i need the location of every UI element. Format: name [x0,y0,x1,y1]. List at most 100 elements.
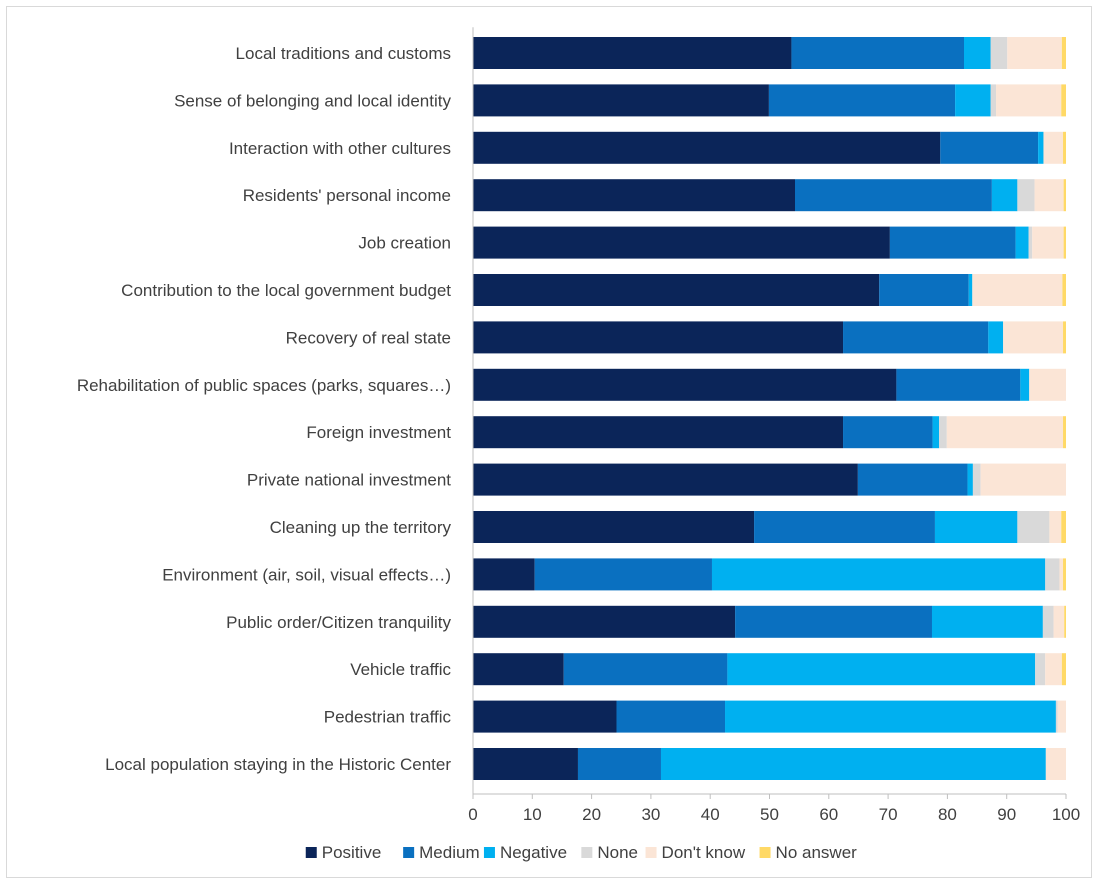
category-label: Environment (air, soil, visual effects…) [162,565,451,584]
category-label: Contribution to the local government bud… [121,281,451,300]
legend-label: Positive [322,843,382,862]
bar-negative-5 [968,274,973,306]
legend-label: No answer [776,843,858,862]
bar-don-t-know-9 [980,463,1066,496]
x-tick-label: 20 [582,805,601,824]
legend-swatch [581,847,593,858]
bar-don-t-know-13 [1045,653,1062,686]
category-label: Cleaning up the territory [270,518,452,537]
bar-positive-14 [473,700,617,733]
bar-negative-3 [991,179,1018,212]
x-tick-label: 70 [879,805,898,824]
x-tick-label: 0 [468,805,477,824]
bar-negative-0 [964,37,991,69]
bar-don-t-know-5 [972,274,1063,306]
bar-none-3 [1017,179,1035,212]
bar-negative-2 [1038,131,1044,164]
bar-don-t-know-1 [996,84,1062,117]
bar-negative-7 [1020,368,1030,401]
bar-none-9 [972,463,981,496]
bar-don-t-know-12 [1053,605,1065,638]
bar-negative-11 [711,558,1046,591]
category-label: Local population staying in the Historic… [105,755,451,774]
legend-item-medium: Medium [403,843,480,862]
category-label: Local traditions and customs [236,44,451,63]
bar-negative-15 [660,748,1046,780]
bar-positive-10 [473,511,755,543]
legend-label: Don't know [662,843,746,862]
bar-positive-13 [473,653,564,686]
bar-medium-9 [857,463,968,496]
legend-swatch [305,847,317,858]
bar-don-t-know-3 [1034,179,1064,212]
bar-positive-7 [473,368,897,401]
bar-none-11 [1045,558,1060,591]
bar-negative-12 [931,605,1043,638]
bar-medium-7 [896,368,1021,401]
bar-negative-4 [1015,226,1029,259]
bar-no-answer-5 [1062,274,1066,306]
bar-medium-4 [889,226,1016,259]
bar-don-t-know-0 [1007,37,1062,69]
legend-swatch [759,847,771,858]
legend: Positive Medium Negative None Don't know No a… [305,843,858,862]
category-label: Pedestrian traffic [324,708,452,727]
bar-none-12 [1042,605,1054,638]
category-label: Interaction with other cultures [229,139,451,158]
bar-medium-1 [768,84,956,117]
bar-no-answer-12 [1064,605,1066,638]
bar-no-answer-6 [1063,321,1066,354]
bar-don-t-know-6 [1003,321,1064,354]
x-tick-label: 50 [760,805,779,824]
bar-no-answer-0 [1061,37,1066,69]
bar-no-answer-8 [1063,416,1066,449]
bar-positive-9 [473,463,858,496]
bar-medium-14 [616,700,726,733]
category-label: Residents' personal income [243,186,451,205]
category-label: Private national investment [247,471,451,490]
legend-swatch [645,847,657,858]
bar-medium-11 [534,558,712,591]
bar-no-answer-2 [1063,131,1066,164]
x-axis: 0 10 20 30 40 50 60 70 80 90 100 [468,27,1080,824]
bar-none-1 [990,84,997,117]
x-tick-label: 10 [523,805,542,824]
bar-none-14 [1055,700,1058,733]
legend-label: Medium [419,843,479,862]
category-labels: Local traditions and customs Sense of bel… [77,44,452,774]
legend-item-negative: Negative [483,843,567,862]
bar-medium-5 [879,274,969,306]
x-tick-label: 80 [938,805,957,824]
bar-none-13 [1035,653,1046,686]
x-tick-label: 60 [819,805,838,824]
x-tick-label: 40 [701,805,720,824]
category-label: Job creation [358,234,451,253]
bar-medium-6 [843,321,989,354]
legend-item-don-t-know: Don't know [645,843,746,862]
category-label: Rehabilitation of public spaces (parks, … [77,376,451,395]
bar-none-0 [990,37,1008,69]
bar-negative-14 [725,700,1056,733]
bar-no-answer-3 [1063,179,1066,212]
legend-label: Negative [500,843,567,862]
bar-no-answer-4 [1063,226,1066,259]
bar-medium-13 [563,653,728,686]
bar-no-answer-1 [1061,84,1066,117]
bar-no-answer-11 [1063,558,1066,591]
category-label: Vehicle traffic [350,660,451,679]
bar-negative-13 [727,653,1036,686]
bar-none-10 [1017,511,1050,543]
bar-positive-5 [473,274,880,306]
x-tick-label: 90 [997,805,1016,824]
bar-don-t-know-4 [1032,226,1064,259]
bar-don-t-know-15 [1045,748,1066,780]
legend-item-positive: Positive [305,843,382,862]
bar-positive-3 [473,179,795,212]
category-label: Sense of belonging and local identity [174,91,451,110]
bar-medium-12 [735,605,932,638]
bar-positive-8 [473,416,844,449]
bar-medium-8 [843,416,933,449]
bar-medium-15 [577,748,661,780]
bar-negative-10 [934,511,1018,543]
bar-positive-1 [473,84,769,117]
